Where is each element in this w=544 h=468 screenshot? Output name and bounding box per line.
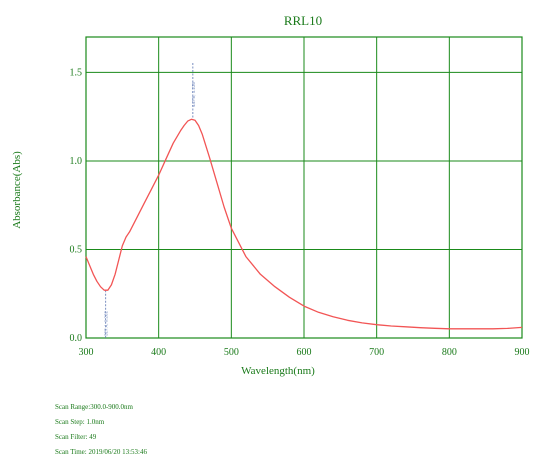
- chart-title: RRL10: [284, 13, 322, 28]
- series-lines: [85, 118, 523, 330]
- y-tick-label: 1.5: [70, 67, 83, 78]
- x-axis-label: Wavelength(nm): [241, 365, 315, 377]
- x-tick-label: 800: [442, 347, 457, 358]
- x-tick-label: 400: [151, 347, 166, 358]
- x-tick-labels: 300 400 500 600 700 800 900: [79, 347, 530, 358]
- absorbance-chart: RRL10 447.6, 1.235 327.4, 0.262 300 400 500…: [11, 13, 530, 377]
- scan-filter-line: Scan Filter: 49: [55, 433, 97, 441]
- scan-time-line: Scan Time: 2019/06/20 13:53:46: [55, 448, 147, 456]
- y-tick-label: 0.0: [70, 333, 83, 344]
- y-tick-labels: 0.0 0.5 1.0 1.5: [70, 67, 83, 344]
- absorbance-series-line: [85, 118, 523, 330]
- valley-marker-label: 327.4, 0.262: [104, 310, 109, 336]
- y-tick-label: 0.5: [70, 244, 83, 255]
- x-tick-label: 300: [79, 347, 94, 358]
- y-axis-label: Absorbance(Abs): [11, 151, 23, 229]
- grid: [85, 36, 523, 339]
- x-tick-label: 600: [297, 347, 312, 358]
- x-tick-label: 900: [515, 347, 530, 358]
- x-tick-label: 500: [224, 347, 239, 358]
- x-tick-label: 700: [369, 347, 384, 358]
- peak-marker-label: 447.6, 1.235: [191, 81, 196, 107]
- scan-range-line: Scan Range:300.0-900.0nm: [55, 403, 133, 411]
- y-tick-label: 1.0: [70, 156, 83, 167]
- scan-step-line: Scan Step: 1.0nm: [55, 418, 105, 426]
- peak-markers: 447.6, 1.235 327.4, 0.262: [104, 63, 196, 338]
